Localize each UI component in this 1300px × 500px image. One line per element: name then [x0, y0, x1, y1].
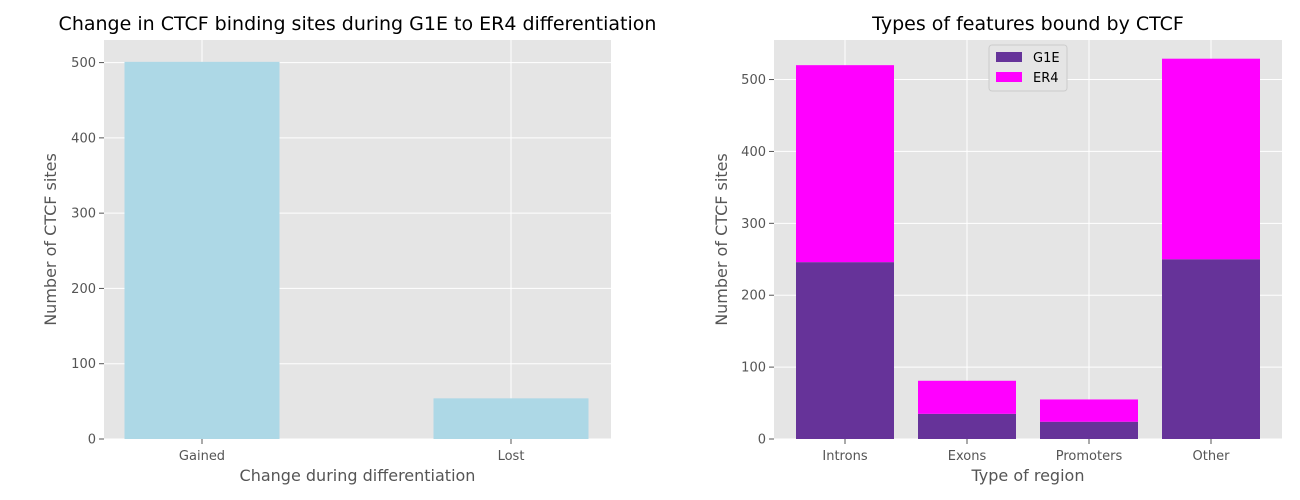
- legend-swatch-er4: [996, 72, 1022, 82]
- y-tick-label: 300: [741, 217, 766, 232]
- left-x-axis-label: Change during differentiation: [240, 466, 476, 485]
- y-tick-label: 0: [88, 433, 96, 448]
- x-tick-label: Promoters: [1056, 449, 1123, 464]
- chart-right: 0 100 200 300 400 500 Introns Exons Promoters Ot…: [712, 13, 1282, 485]
- left-y-ticks: 0 100 200 300 400 500: [71, 56, 104, 448]
- left-bars: [124, 61, 589, 439]
- bar-er4-other: [1162, 58, 1260, 260]
- y-tick-label: 500: [71, 56, 96, 71]
- bar-er4-exons: [918, 380, 1016, 414]
- y-tick-label: 0: [758, 433, 766, 448]
- right-chart-title: Types of features bound by CTCF: [871, 13, 1184, 35]
- bar-er4-introns: [796, 65, 894, 263]
- y-tick-label: 500: [741, 73, 766, 88]
- legend-label-er4: ER4: [1033, 71, 1059, 86]
- left-chart-title: Change in CTCF binding sites during G1E …: [59, 13, 657, 35]
- bar-g1e-other: [1162, 259, 1260, 439]
- right-y-ticks: 0 100 200 300 400 500: [741, 73, 774, 448]
- left-y-axis-label: Number of CTCF sites: [41, 153, 60, 326]
- y-tick-label: 200: [71, 282, 96, 297]
- y-tick-label: 300: [71, 207, 96, 222]
- bar-g1e-exons: [918, 413, 1016, 439]
- x-tick-label: Other: [1193, 449, 1231, 464]
- right-bars: [796, 58, 1260, 439]
- bar-g1e-introns: [796, 262, 894, 439]
- bar-lost: [433, 398, 589, 439]
- y-tick-label: 200: [741, 289, 766, 304]
- y-tick-label: 100: [741, 361, 766, 376]
- right-x-axis-label: Type of region: [971, 466, 1085, 485]
- x-tick-label: Exons: [948, 449, 987, 464]
- left-x-ticks: Gained Lost: [179, 439, 525, 464]
- chart-left: 0 100 200 300 400 500 Gained Lost Change in CT…: [41, 13, 656, 485]
- bar-er4-promoters: [1040, 399, 1138, 422]
- legend-label-g1e: G1E: [1033, 51, 1060, 66]
- x-tick-label: Gained: [179, 449, 225, 464]
- x-tick-label: Introns: [822, 449, 867, 464]
- y-tick-label: 400: [741, 145, 766, 160]
- x-tick-label: Lost: [498, 449, 525, 464]
- legend-swatch-g1e: [996, 52, 1022, 62]
- y-tick-label: 400: [71, 131, 96, 146]
- bar-g1e-promoters: [1040, 421, 1138, 439]
- right-x-ticks: Introns Exons Promoters Other: [822, 439, 1230, 464]
- y-tick-label: 100: [71, 357, 96, 372]
- right-y-axis-label: Number of CTCF sites: [712, 153, 731, 326]
- bar-gained: [124, 61, 280, 439]
